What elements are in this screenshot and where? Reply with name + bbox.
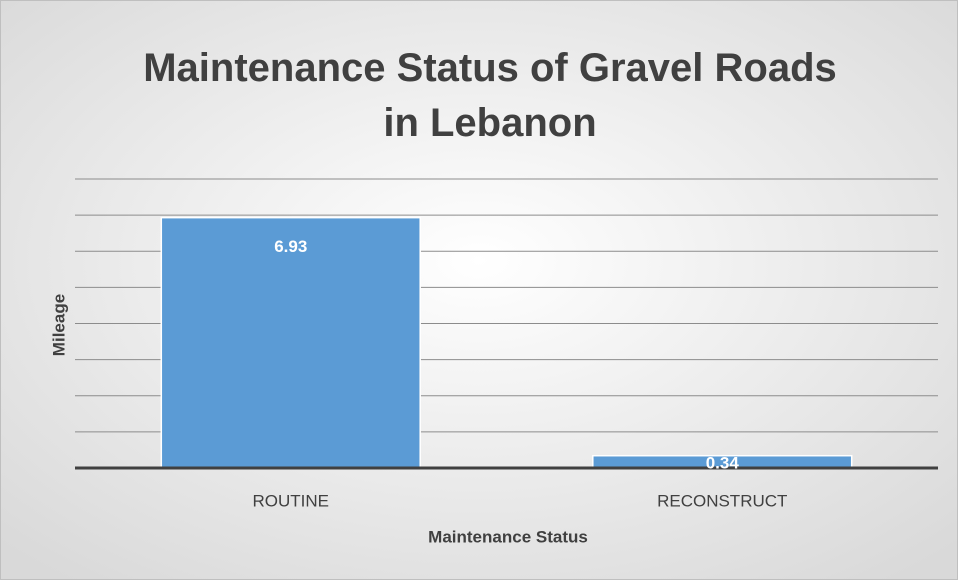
- y-axis-title: Mileage: [49, 294, 68, 356]
- data-label: 6.93: [274, 237, 307, 256]
- x-axis-title: Maintenance Status: [428, 527, 588, 546]
- chart-title: Maintenance Status of Gravel Roads in Leb…: [143, 46, 837, 145]
- plot-area: ROUTINE RECONSTRUCT 6.93 0.34: [75, 178, 938, 510]
- x-tick-label: RECONSTRUCT: [657, 491, 787, 510]
- x-tick-label: ROUTINE: [253, 491, 330, 510]
- data-label: 0.34: [706, 453, 740, 472]
- bar: [160, 216, 421, 469]
